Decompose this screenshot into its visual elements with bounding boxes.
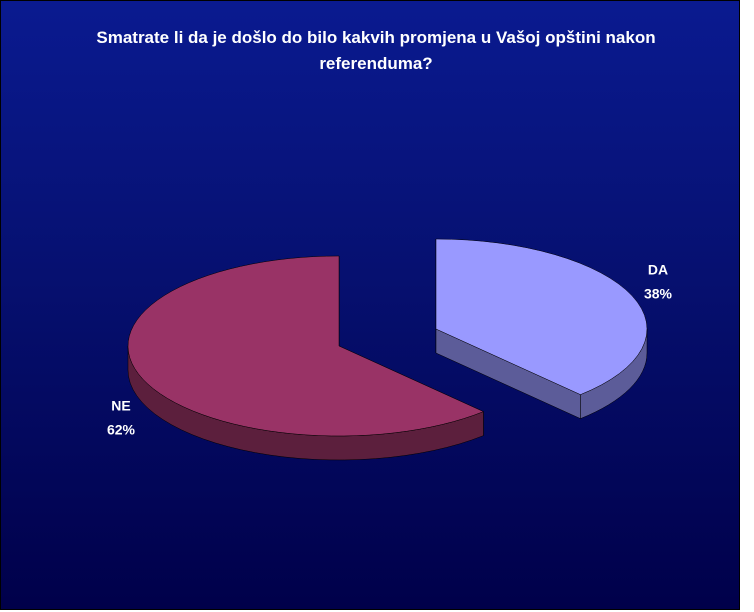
slice-label: DA (648, 262, 668, 278)
chart: Smatrate li da je došlo do bilo kakvih p… (0, 0, 740, 610)
slice (435, 238, 648, 395)
slice (127, 255, 485, 437)
plot: DA 38% NE 62% (107, 238, 673, 461)
chart-title: Smatrate li da je došlo do bilo kakvih p… (96, 28, 656, 73)
slice-label: NE (111, 398, 130, 414)
slice-value-label: 62% (107, 422, 136, 438)
slice-value-label: 38% (644, 286, 673, 302)
